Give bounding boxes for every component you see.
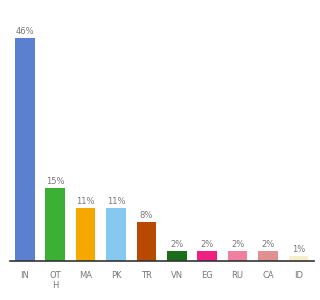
Bar (289, 256, 308, 261)
Text: 11%: 11% (76, 197, 95, 206)
Bar (15, 38, 35, 261)
Bar (197, 251, 217, 261)
Text: 8%: 8% (140, 211, 153, 220)
Bar (76, 208, 95, 261)
Bar (228, 251, 247, 261)
Text: 11%: 11% (107, 197, 125, 206)
Text: 2%: 2% (261, 240, 275, 249)
Bar (167, 251, 187, 261)
Text: 2%: 2% (201, 240, 214, 249)
Text: 46%: 46% (15, 27, 34, 36)
Bar (137, 222, 156, 261)
Bar (45, 188, 65, 261)
Bar (106, 208, 126, 261)
Text: 15%: 15% (46, 177, 64, 186)
Text: 2%: 2% (170, 240, 183, 249)
Text: 2%: 2% (231, 240, 244, 249)
Text: 1%: 1% (292, 245, 305, 254)
Bar (258, 251, 278, 261)
